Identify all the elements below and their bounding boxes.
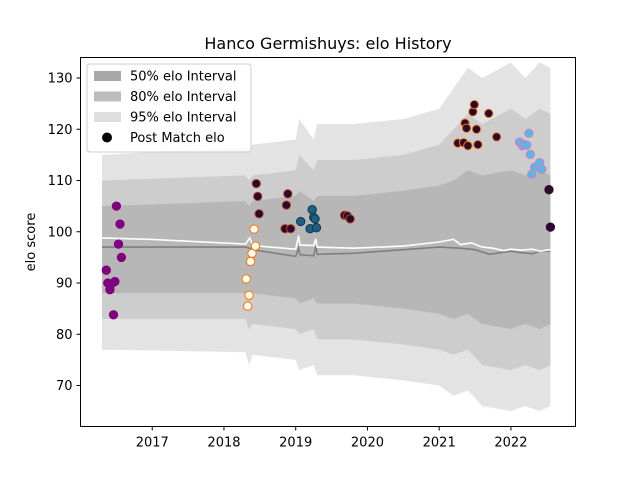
data-point [471,124,482,134]
data-point [296,216,306,227]
band-50 [102,170,551,330]
data-point [537,164,547,174]
legend-label: 80% elo Interval [130,90,237,105]
data-point [473,139,483,150]
median-line [102,245,551,258]
legend-marker [102,132,112,143]
point-series-1 [241,224,261,311]
data-point [250,241,261,251]
legend-label: Post Match elo [130,131,225,146]
x-tick-label: 2021 [423,436,456,451]
data-point [491,132,502,142]
point-series-0 [101,201,127,320]
legend-swatch [94,112,121,122]
data-point [116,252,127,263]
legend-box [86,63,252,153]
point-series-7 [544,185,556,232]
data-point [522,140,532,150]
data-point [101,265,111,275]
data-point [544,185,554,195]
data-point [244,290,254,301]
x-tick-label: 2017 [136,436,169,451]
data-point [111,201,122,211]
legend-entry: Post Match elo [102,131,225,146]
data-point [242,301,253,311]
data-point [241,274,251,284]
point-series-5 [453,99,502,151]
data-point [253,191,263,202]
data-point [545,222,556,232]
data-point [469,99,479,110]
data-point [461,123,472,133]
legend-label: 95% elo Interval [130,111,237,126]
data-point [345,214,355,224]
y-tick-label: 70 [56,379,73,394]
legend-entry: 50% elo Interval [94,70,237,85]
y-tick-label: 120 [48,123,73,138]
data-point [245,256,256,267]
x-tick-label: 2019 [279,436,312,451]
point-series-3 [296,205,322,234]
x-tick-label: 2022 [494,436,527,451]
data-point [484,108,494,119]
plot-frame [80,57,576,427]
mean-line [101,235,551,253]
legend: 50% elo Interval 80% elo Interval 95% elo … [86,63,252,153]
y-tick-label: 130 [48,72,73,87]
data-point [283,189,293,199]
legend-entry: 80% elo Interval [94,90,237,105]
point-series-6 [514,128,547,179]
chart-title: Hanco Germishuys: elo History [204,34,451,53]
y-tick-label: 100 [48,225,73,240]
data-point [254,209,264,219]
y-axis-label: elo score [24,213,39,272]
data-point [113,239,124,249]
data-point [110,276,120,287]
data-point [463,141,473,151]
data-point [310,214,320,224]
legend-entry: 95% elo Interval [94,111,237,126]
y-tick-label: 90 [56,277,73,292]
legend-swatch [94,71,121,81]
x-axis: 2017 2018 2019 2020 2021 2022 [136,426,527,451]
data-point [249,224,259,234]
legend-label: 50% elo Interval [130,70,237,85]
data-point [525,149,535,160]
data-point [251,178,261,189]
point-series-2 [251,178,296,234]
y-tick-label: 80 [56,328,73,343]
data-point [281,200,292,210]
data-point [286,224,296,234]
y-axis: 70 80 90 100 110 120 130 [48,72,81,394]
data-point [524,128,534,138]
data-point [307,205,317,215]
data-point [108,310,119,320]
data-point [115,219,125,229]
x-tick-label: 2018 [207,436,240,451]
point-series-4 [339,210,355,224]
data-point [311,223,322,233]
legend-swatch [94,91,121,102]
x-tick-label: 2020 [351,436,384,451]
y-tick-label: 110 [48,174,73,189]
